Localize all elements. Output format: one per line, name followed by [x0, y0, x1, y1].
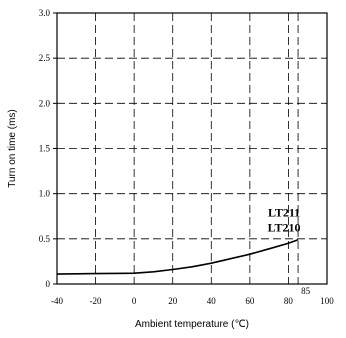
series-line	[56, 238, 299, 275]
grid-lines	[57, 13, 327, 284]
y-tick-labels: 0 0.5 1.0 1.5 2.0 2.5 3.0	[39, 8, 57, 289]
x-tick-labels: -40 -20 0 20 40 60 80 100 85	[51, 286, 334, 306]
y-tick-label: 1.5	[39, 144, 51, 154]
x-extra-tick-label: 85	[301, 286, 311, 296]
x-tick-label: 0	[132, 296, 137, 306]
y-tick-label: 2.0	[39, 98, 51, 108]
x-tick-label: 80	[284, 296, 294, 306]
y-tick-label: 0.5	[39, 234, 51, 244]
x-tick-label: -20	[90, 296, 102, 306]
y-tick-label: 3.0	[39, 8, 51, 18]
x-tick-label: 40	[207, 296, 217, 306]
x-axis-title: Ambient temperature (℃)	[135, 319, 249, 330]
series-label: LT210	[268, 221, 301, 235]
x-tick-label: 60	[245, 296, 255, 306]
x-tick-label: -40	[51, 296, 63, 306]
y-axis-title: Turn on time (ms)	[7, 109, 18, 188]
y-tick-label: 2.5	[39, 53, 51, 63]
y-tick-label: 0	[46, 279, 51, 289]
x-tick-label: 20	[168, 296, 178, 306]
y-tick-label: 1.0	[39, 189, 51, 199]
series-label: LT211	[268, 206, 300, 220]
x-tick-label: 100	[320, 296, 334, 306]
